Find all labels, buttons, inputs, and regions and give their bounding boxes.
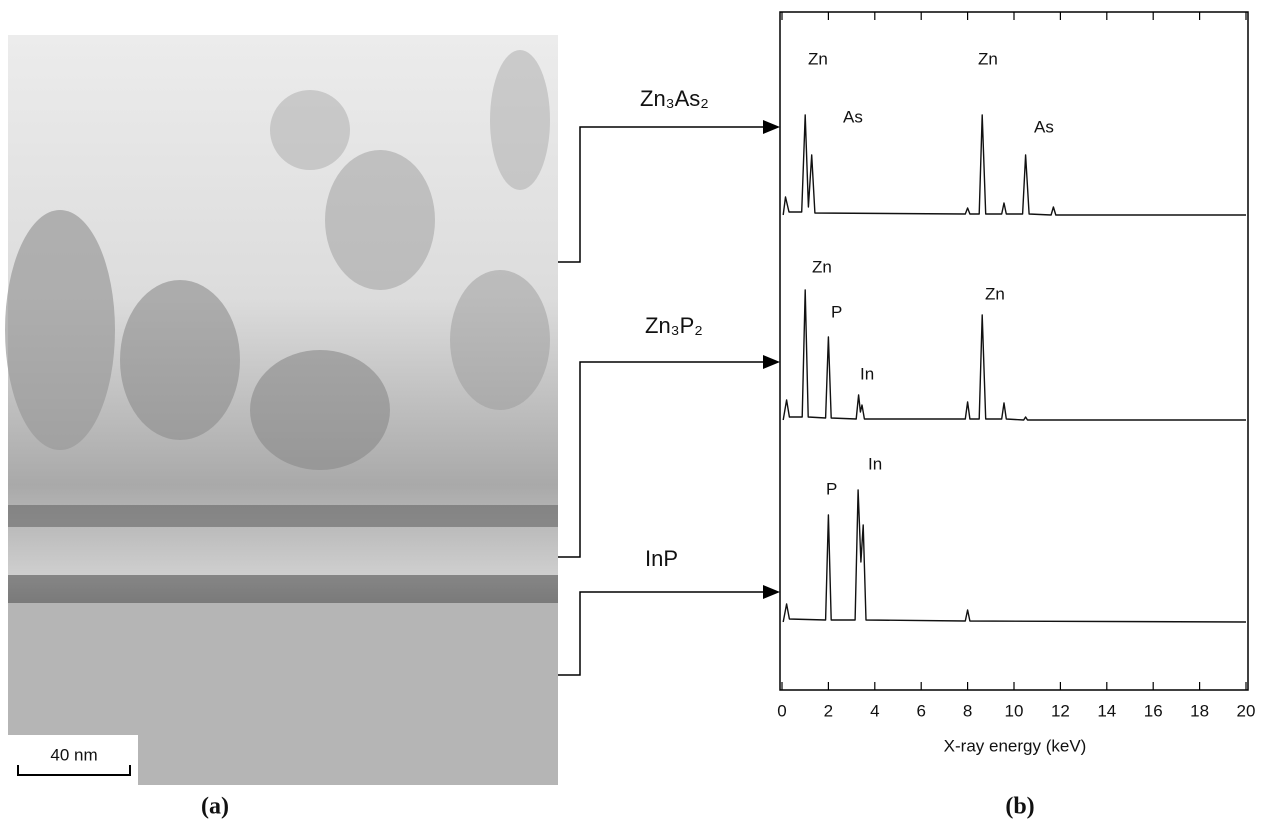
- peak-label: Zn: [978, 49, 998, 68]
- spectrum-line: [783, 490, 1246, 622]
- spectrum-line: [783, 115, 1246, 215]
- page: {"image": {"scale_bar": "40 nm", "label"…: [0, 0, 1262, 826]
- scale-bar-label: 40 nm: [50, 745, 97, 764]
- x-tick-label: 12: [1051, 701, 1070, 720]
- x-tick-label: 4: [870, 701, 879, 720]
- panel-label: (a): [201, 794, 229, 820]
- figure: 40 nm (a) (b) X-ray energy (keV) 0 2 4 6 8 10…: [0, 0, 1262, 826]
- x-tick-label: 14: [1097, 701, 1116, 720]
- peak-label: In: [868, 454, 882, 473]
- x-tick-label: 2: [824, 701, 833, 720]
- x-tick-label: 10: [1005, 701, 1024, 720]
- x-tick-label: 8: [963, 701, 972, 720]
- peak-label: Zn: [812, 257, 832, 276]
- x-tick-label: 0: [777, 701, 786, 720]
- peak-label: Zn: [808, 49, 828, 68]
- x-tick-label: 18: [1190, 701, 1209, 720]
- peak-label: P: [826, 479, 837, 498]
- peak-label: As: [843, 107, 863, 126]
- peak-label: As: [1034, 117, 1054, 136]
- peak-label: P: [831, 302, 842, 321]
- panel-label: (b): [1005, 794, 1034, 820]
- connectors: [558, 127, 765, 675]
- series-label: Zn₃P₂: [645, 313, 703, 338]
- spectrum-line: [783, 290, 1246, 420]
- peak-label: In: [860, 364, 874, 383]
- arrowheads: [763, 120, 780, 599]
- peak-label: Zn: [985, 284, 1005, 303]
- x-tick-label: 6: [916, 701, 925, 720]
- tem-image: [5, 35, 558, 785]
- x-tick-label: 20: [1237, 701, 1256, 720]
- x-axis-label: X-ray energy (keV): [944, 736, 1087, 755]
- series-label: InP: [645, 546, 678, 571]
- x-tick-label: 16: [1144, 701, 1163, 720]
- series-label: Zn₃As₂: [640, 86, 709, 111]
